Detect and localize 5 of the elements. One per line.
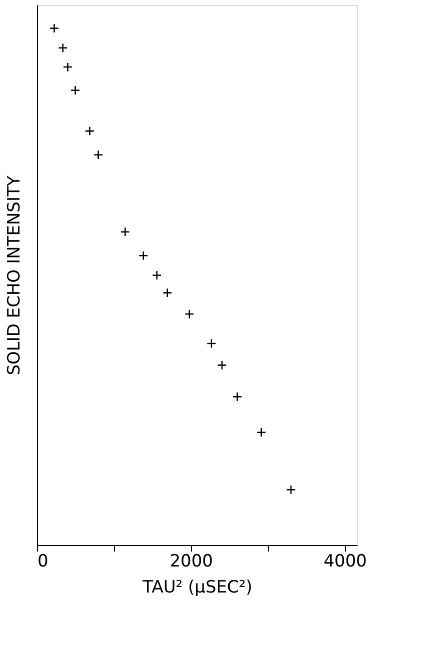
- x-axis-title: TAU² (μSEC²): [142, 578, 252, 598]
- x-tick-label: 0: [38, 552, 48, 572]
- x-tick-label: 2000: [170, 552, 213, 572]
- x-tick-label: 4000: [324, 552, 367, 572]
- y-axis-title: SOLID ECHO INTENSITY: [4, 175, 24, 376]
